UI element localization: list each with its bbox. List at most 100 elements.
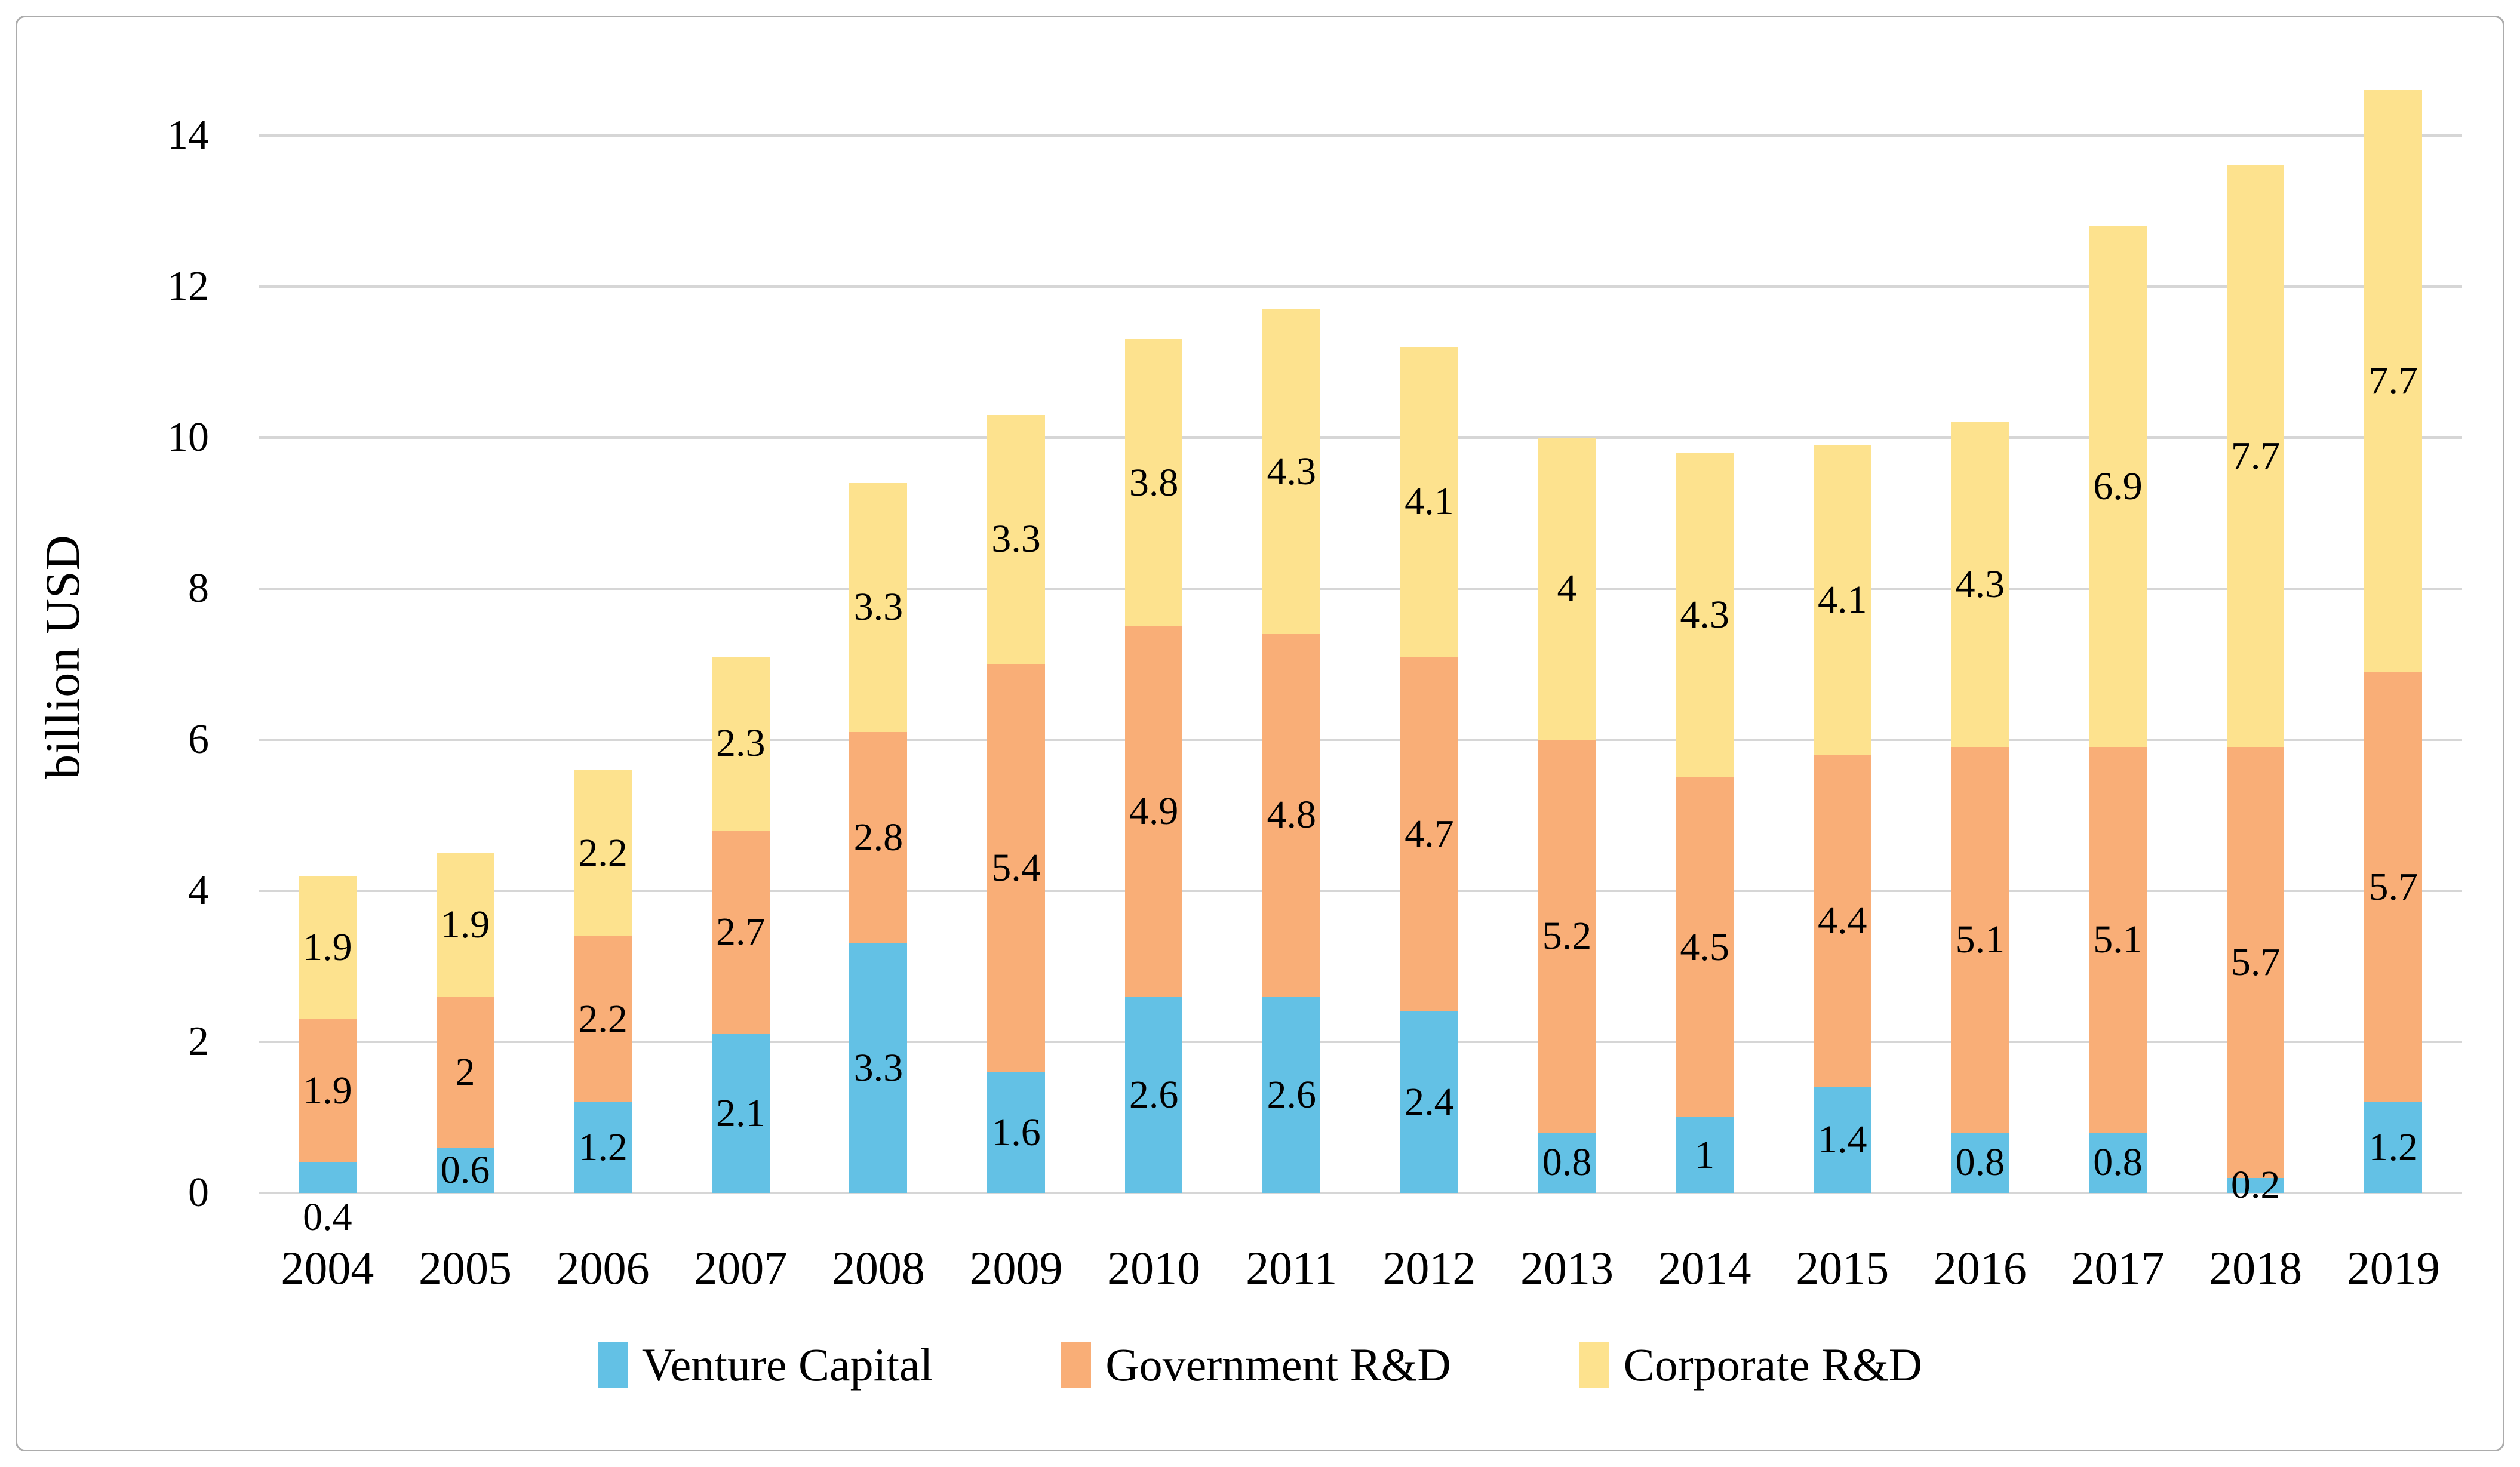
legend-item: Government R&D	[1061, 1342, 1451, 1388]
y-tick-label: 4	[188, 867, 209, 914]
data-label: 0.6	[440, 1148, 490, 1192]
data-label: 4	[1557, 566, 1577, 610]
bar-segment	[2364, 1102, 2423, 1193]
data-label: 7.7	[2368, 358, 2418, 402]
data-label: 5.2	[1542, 914, 1592, 958]
bar-segment	[2226, 1177, 2285, 1193]
bar-segment	[1676, 452, 1734, 778]
data-label: 4.3	[1955, 562, 2005, 607]
bar-segment	[987, 1072, 1045, 1193]
bar-segment	[1951, 1132, 2009, 1193]
bar-segment	[2089, 1132, 2147, 1193]
y-tick-label: 0	[188, 1170, 209, 1216]
bar-segment	[711, 830, 770, 1035]
gridline	[259, 134, 2462, 137]
bar-segment	[711, 1034, 770, 1193]
data-label: 1.9	[303, 1069, 352, 1113]
x-tick-label: 2016	[1933, 1242, 2027, 1294]
data-label: 2.2	[578, 831, 628, 875]
gridline	[259, 889, 2462, 892]
data-label: 1.2	[2368, 1125, 2418, 1170]
legend-item: Venture Capital	[597, 1342, 933, 1388]
bar-segment	[436, 997, 494, 1148]
bar-segment	[987, 664, 1045, 1072]
gridline	[259, 587, 2462, 590]
data-label: 4.9	[1129, 789, 1179, 833]
y-tick-label: 8	[188, 565, 209, 611]
bar-segment	[2226, 747, 2285, 1178]
data-label: 4.1	[1817, 577, 1867, 622]
data-label: 2.4	[1405, 1080, 1454, 1124]
y-tick-label: 2	[188, 1018, 209, 1065]
bar-segment	[1400, 1011, 1458, 1193]
bar-segment	[2364, 90, 2423, 672]
bar-segment	[1538, 437, 1596, 740]
data-label: 2.3	[715, 721, 766, 765]
bar-segment	[2226, 165, 2285, 748]
bar-segment	[1813, 1087, 1871, 1193]
data-label: 2.7	[715, 910, 766, 954]
legend-item: Corporate R&D	[1579, 1342, 1922, 1388]
bar-segment	[1262, 633, 1321, 997]
data-label: 2.6	[1129, 1072, 1179, 1117]
bar-segment	[574, 936, 632, 1103]
bar-segment	[849, 732, 908, 944]
data-label: 4.1	[1405, 479, 1454, 524]
bar-segment	[849, 482, 908, 733]
data-label: 2.6	[1267, 1072, 1316, 1117]
data-label: 0.4	[303, 1195, 352, 1239]
data-label: 1.6	[991, 1110, 1041, 1154]
data-label: 0.8	[1542, 1140, 1592, 1185]
bar-segment	[1676, 777, 1734, 1118]
data-label: 7.7	[2230, 434, 2281, 478]
data-label: 5.7	[2230, 940, 2281, 985]
x-tick-label: 2008	[831, 1242, 925, 1294]
data-label: 4.7	[1405, 811, 1454, 856]
x-tick-label: 2007	[694, 1242, 788, 1294]
bar-segment	[1124, 626, 1183, 997]
bar-segment	[298, 1019, 357, 1163]
bar-segment	[1813, 445, 1871, 755]
data-label: 5.4	[991, 845, 1041, 890]
data-label: 2	[455, 1050, 475, 1094]
gridline	[259, 285, 2462, 288]
bar-segment	[298, 875, 357, 1019]
bar-segment	[1813, 755, 1871, 1087]
bar-segment	[711, 656, 770, 831]
data-label: 0.8	[1955, 1140, 2005, 1185]
bar-segment	[1124, 339, 1183, 626]
data-label: 1.9	[303, 925, 352, 969]
x-tick-label: 2012	[1382, 1242, 1476, 1294]
x-tick-label: 2004	[281, 1242, 374, 1294]
bar-segment	[436, 853, 494, 997]
bar-segment	[574, 1102, 632, 1193]
bar-segment	[1400, 346, 1458, 657]
legend: Venture Capital Government R&D Corporate R…	[0, 1336, 2520, 1394]
bar-segment	[1538, 739, 1596, 1133]
bar-segment	[849, 943, 908, 1193]
gridline	[259, 738, 2462, 741]
bar-segment	[1262, 309, 1321, 634]
x-tick-label: 2018	[2209, 1242, 2303, 1294]
data-label: 2.2	[578, 997, 628, 1041]
bar-segment	[1400, 656, 1458, 1012]
data-label: 4.4	[1817, 899, 1867, 943]
data-label: 5.1	[1955, 918, 2005, 962]
bar-segment	[2089, 747, 2147, 1133]
x-tick-label: 2011	[1246, 1242, 1338, 1294]
bar-segment	[436, 1148, 494, 1193]
x-tick-label: 2013	[1520, 1242, 1614, 1294]
bar-segment	[2089, 226, 2147, 748]
x-tick-label: 2009	[969, 1242, 1063, 1294]
bar-segment	[1676, 1117, 1734, 1193]
data-label: 1.2	[578, 1125, 628, 1170]
x-tick-label: 2010	[1107, 1242, 1201, 1294]
bar-segment	[1538, 1132, 1596, 1193]
bar-segment	[1124, 997, 1183, 1193]
data-label: 6.9	[2093, 464, 2143, 508]
data-label: 4.5	[1680, 925, 1729, 969]
data-label: 4.8	[1267, 793, 1316, 837]
data-label: 2.1	[715, 1091, 766, 1136]
legend-label: Corporate R&D	[1623, 1339, 1923, 1391]
